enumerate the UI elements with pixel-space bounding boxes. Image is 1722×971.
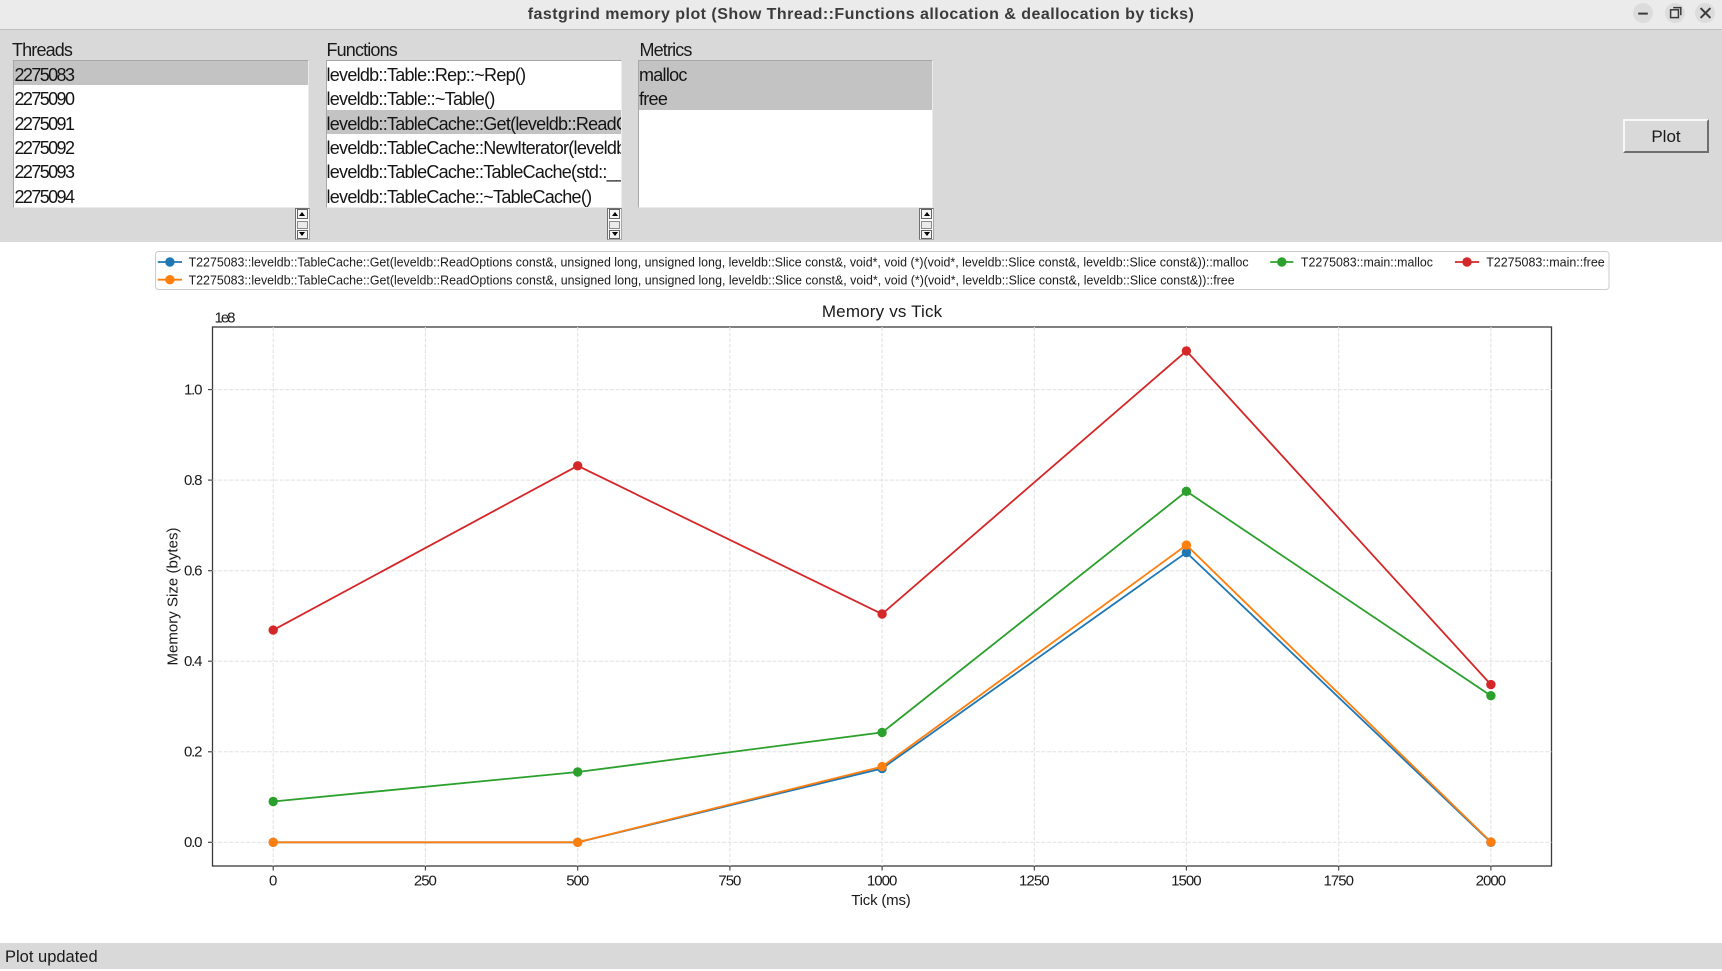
svg-text:2000: 2000 xyxy=(1476,873,1507,890)
svg-text:0.4: 0.4 xyxy=(184,653,203,670)
svg-text:T2275083::main::free: T2275083::main::free xyxy=(1486,255,1605,270)
svg-text:Tick (ms): Tick (ms) xyxy=(851,892,911,909)
svg-text:0.2: 0.2 xyxy=(184,744,203,761)
svg-text:1.0: 1.0 xyxy=(184,382,203,399)
svg-text:0.8: 0.8 xyxy=(184,472,203,489)
svg-text:1750: 1750 xyxy=(1323,873,1354,890)
svg-text:0.0: 0.0 xyxy=(184,834,203,851)
svg-text:1500: 1500 xyxy=(1171,873,1202,890)
svg-text:500: 500 xyxy=(566,873,589,890)
svg-text:250: 250 xyxy=(414,873,437,890)
svg-text:1250: 1250 xyxy=(1019,873,1050,890)
svg-text:0.6: 0.6 xyxy=(184,563,203,580)
svg-text:T2275083::leveldb::TableCache:: T2275083::leveldb::TableCache::Get(level… xyxy=(189,272,1235,287)
svg-text:0: 0 xyxy=(269,873,277,890)
svg-text:1000: 1000 xyxy=(867,873,898,890)
svg-text:Memory Size (bytes): Memory Size (bytes) xyxy=(165,528,182,666)
svg-text:750: 750 xyxy=(718,873,741,890)
svg-text:Memory vs Tick: Memory vs Tick xyxy=(822,302,943,321)
svg-text:T2275083::main::malloc: T2275083::main::malloc xyxy=(1301,255,1433,270)
svg-text:T2275083::leveldb::TableCache:: T2275083::leveldb::TableCache::Get(level… xyxy=(189,255,1249,270)
svg-text:1e8: 1e8 xyxy=(215,310,236,327)
